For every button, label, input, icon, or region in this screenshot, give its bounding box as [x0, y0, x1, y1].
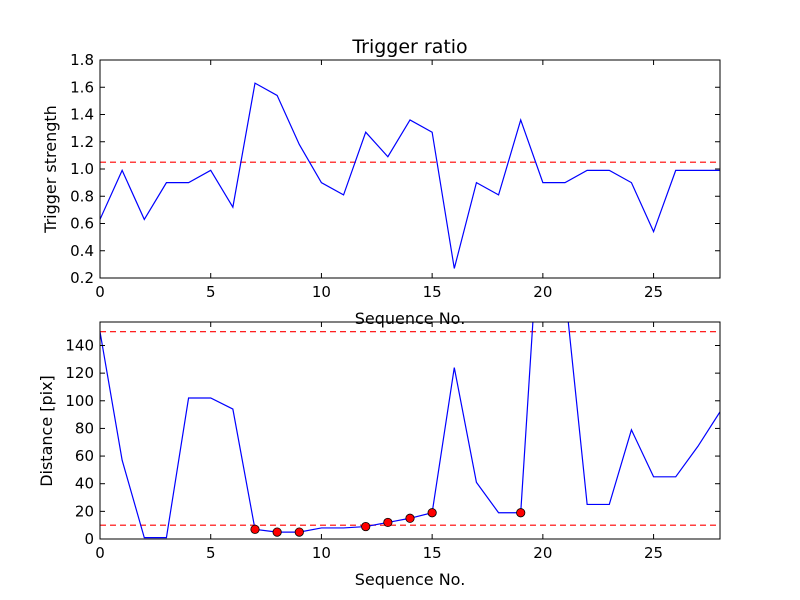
trigger-ratio-panel: Trigger ratio 0 5 10 15 20 25 0.2 0.4 0.6 0.8 1.0…: [41, 36, 721, 328]
x-tick-label: 20: [533, 544, 552, 562]
y-tick-label: 20: [75, 502, 94, 520]
x-tick-label: 10: [312, 544, 331, 562]
y-tick-label: 120: [65, 364, 94, 382]
x-tick-label: 25: [644, 544, 663, 562]
data-point-marker: [361, 521, 371, 532]
x-tick-label: 15: [423, 544, 442, 562]
y-tick-label: 140: [65, 336, 94, 354]
y-tick-label: 1.8: [70, 51, 94, 69]
y-tick-label: 60: [75, 447, 94, 465]
y-tick-label: 40: [75, 475, 94, 493]
x-tick-label: 0: [95, 283, 105, 301]
data-point-marker: [272, 527, 282, 537]
y-tick-label: 1.0: [70, 160, 94, 178]
data-point-marker: [405, 513, 415, 523]
y-tick-label: 100: [65, 392, 94, 410]
x-tick-label: 0: [95, 544, 105, 562]
x-tick-label: 5: [206, 544, 216, 562]
series-line: [100, 82, 720, 269]
y-tick-label: 0.8: [70, 187, 94, 205]
data-point-marker: [427, 508, 437, 518]
y-tick-label: 0.6: [70, 215, 94, 233]
x-tick-label: 20: [533, 283, 552, 301]
axes-frame: [99, 321, 721, 540]
y-tick-label: 0.2: [70, 269, 94, 287]
data-point-marker: [250, 524, 260, 534]
y-tick-label: 80: [75, 419, 94, 437]
y-axis-label: Trigger strength: [41, 105, 60, 234]
plot-area: [100, 82, 720, 269]
plot-area: [100, 322, 720, 539]
x-ticks: 0 5 10 15 20 25: [95, 322, 663, 562]
y-tick-label: 1.2: [70, 133, 94, 151]
x-ticks: 0 5 10 15 20 25: [95, 60, 663, 301]
x-tick-label: 10: [312, 283, 331, 301]
y-tick-label: 1.6: [70, 78, 94, 96]
chart-title: Trigger ratio: [351, 36, 467, 58]
x-tick-label: 5: [206, 283, 216, 301]
x-tick-label: 25: [644, 283, 663, 301]
y-axis-label: Distance [pix]: [37, 375, 56, 487]
data-point-marker: [294, 527, 304, 537]
distance-panel: 0 5 10 15 20 25 0 20 40 60 80 100 120 140 Sequence N…: [37, 321, 721, 589]
x-axis-label: Sequence No.: [355, 309, 466, 328]
x-tick-label: 15: [423, 283, 442, 301]
y-tick-label: 0.4: [70, 242, 94, 260]
data-point-marker: [383, 517, 393, 528]
data-point-marker: [516, 508, 526, 518]
y-ticks: 0.2 0.4 0.6 0.8 1.0 1.2 1.4 1.6 1.8: [70, 51, 720, 287]
y-tick-label: 0: [84, 530, 94, 548]
y-tick-label: 1.4: [70, 106, 94, 124]
y-ticks: 0 20 40 60 80 100 120 140: [65, 336, 720, 548]
x-axis-label: Sequence No.: [355, 570, 466, 589]
